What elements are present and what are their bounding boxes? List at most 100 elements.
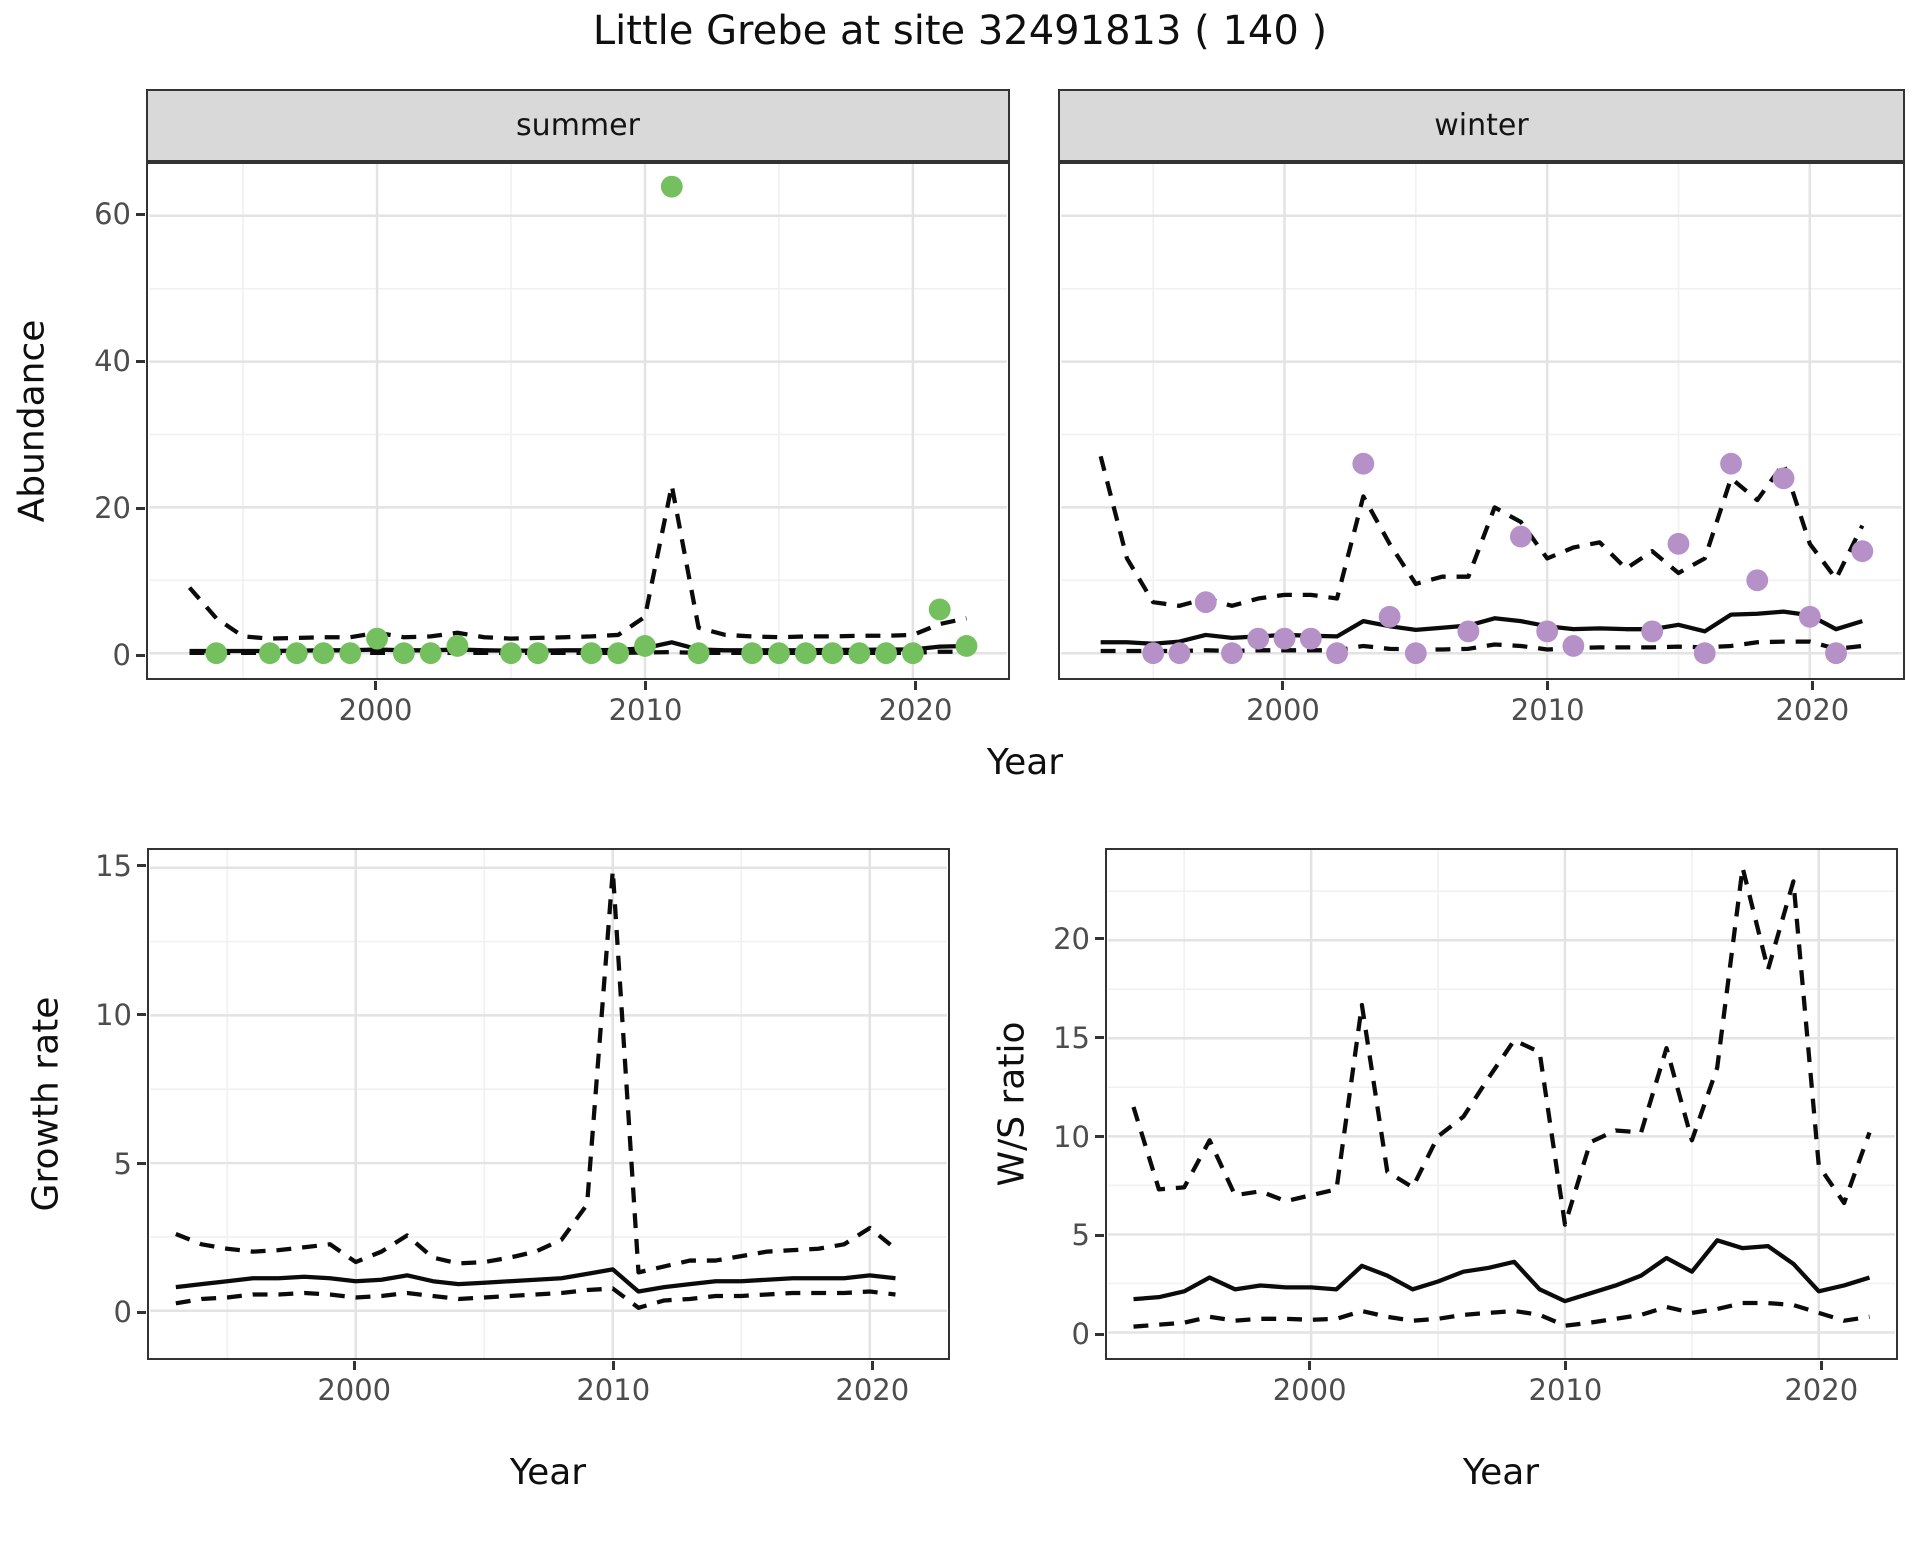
x-axis-title-year-growth: Year [509,1452,587,1493]
abundance-winter-xtick [1810,681,1814,690]
abundance-summer-point [285,642,308,665]
abundance-summer-point [205,642,228,665]
abundance-summer-point [392,642,415,665]
abundance-summer-point [339,642,362,665]
x-axis-title-year-top: Year [986,742,1064,783]
ws-ratio-xtick [1819,1361,1823,1370]
abundance-winter-point [1457,620,1480,643]
ws-ratio-xtick-label: 2000 [1272,1373,1347,1407]
abundance-summer-plot [149,164,1007,678]
ws-ratio-ytick-label: 5 [1071,1218,1090,1253]
panel-abundance-summer [146,162,1010,680]
growth-rate-median [175,1267,896,1294]
ws-ratio-upper-ci [1131,865,1872,1227]
abundance-summer-point [687,642,710,665]
abundance-winter-point [1562,635,1585,657]
abundance-summer-point [446,635,469,657]
abundance-summer-point [821,642,844,665]
abundance-winter-point [1509,525,1532,548]
abundance-winter-xtick [1546,681,1550,690]
abundance-summer-point [500,642,522,665]
abundance-winter-point [1352,452,1375,475]
chart-title: Little Grebe at site 32491813 ( 140 ) [592,8,1328,54]
growth-rate-ytick [137,1162,146,1166]
abundance-winter-point [1536,620,1559,643]
abundance-summer-point [848,642,871,665]
growth-rate-plot [150,850,947,1358]
abundance-summer-ytick [136,653,145,657]
panel-growth-rate [147,848,950,1360]
abundance-winter-point [1142,642,1165,665]
panel-ws-ratio [1105,848,1898,1360]
abundance-winter-point [1168,642,1191,665]
growth-rate-xtick [870,1361,874,1370]
abundance-winter-xtick-label: 2020 [1775,693,1850,727]
growth-rate-xtick-label: 2020 [835,1373,910,1407]
abundance-winter-point [1641,620,1664,643]
abundance-summer-ytick [136,212,145,216]
ws-ratio-ytick-label: 20 [1053,921,1090,956]
y-axis-title-growth-rate: Growth rate [25,996,67,1212]
ws-ratio-ytick [1095,1135,1104,1139]
abundance-summer-point [312,642,335,665]
abundance-summer-ytick-label: 40 [94,344,131,379]
growth-rate-ytick [137,1310,146,1314]
abundance-summer-point [526,642,549,665]
abundance-winter-point [1194,591,1217,614]
abundance-summer-point [607,642,630,665]
abundance-summer-point [875,642,898,665]
growth-rate-ytick [137,864,146,868]
y-axis-title-abundance: Abundance [11,319,53,523]
ws-ratio-ytick [1095,1332,1104,1336]
x-axis-title-year-ws: Year [1462,1452,1540,1493]
abundance-winter-median [1100,609,1863,646]
abundance-winter-point [1798,605,1821,628]
abundance-winter-point [1247,627,1270,650]
abundance-winter-point [1851,540,1874,563]
abundance-summer-ytick-label: 20 [94,491,131,526]
abundance-winter-upper-ci [1098,455,1865,608]
abundance-summer-ytick [136,359,145,363]
abundance-summer-point [741,642,764,665]
abundance-summer-point [366,627,388,650]
facet-strip-summer: summer [146,89,1010,162]
abundance-winter-xtick-label: 2010 [1510,693,1585,727]
ws-ratio-median [1133,1238,1871,1304]
abundance-summer-point [768,642,790,665]
growth-rate-lower-ci [175,1286,896,1310]
abundance-winter-point [1221,642,1243,665]
abundance-winter-point [1326,642,1348,665]
growth-rate-ytick-label: 15 [95,848,132,883]
abundance-summer-xtick-label: 2000 [338,693,413,727]
facet-strip-winter: winter [1058,89,1905,162]
abundance-summer-point [419,642,442,665]
growth-rate-xtick [611,1361,615,1370]
facet-strip-summer-label: summer [516,108,640,143]
abundance-winter-point [1746,569,1769,592]
ws-ratio-xtick [1308,1361,1312,1370]
abundance-winter-point [1299,627,1322,650]
abundance-summer-point [660,175,683,198]
ws-ratio-plot [1108,850,1895,1358]
abundance-winter-xtick-label: 2000 [1246,693,1320,727]
abundance-summer-xtick [374,681,377,690]
abundance-winter-xtick [1281,681,1285,690]
abundance-winter-point [1693,642,1716,665]
ws-ratio-ytick [1095,1233,1104,1237]
abundance-summer-point [928,598,951,621]
growth-rate-ytick-label: 10 [95,997,132,1032]
growth-rate-xtick-label: 2010 [576,1373,651,1407]
abundance-winter-point [1772,467,1795,490]
abundance-winter-point [1404,642,1427,665]
growth-rate-xtick-label: 2000 [317,1373,392,1407]
ws-ratio-ytick [1095,1036,1104,1040]
ws-ratio-ytick-label: 0 [1071,1317,1090,1352]
abundance-summer-point [258,642,281,665]
growth-rate-ytick [137,1013,146,1017]
ws-ratio-lower-ci [1133,1300,1870,1329]
growth-rate-ytick-label: 0 [113,1295,132,1330]
ws-ratio-xtick-label: 2010 [1528,1373,1603,1407]
growth-rate-xtick [352,1361,356,1370]
ws-ratio-ytick-label: 15 [1053,1020,1090,1055]
abundance-summer-ytick [136,506,145,510]
